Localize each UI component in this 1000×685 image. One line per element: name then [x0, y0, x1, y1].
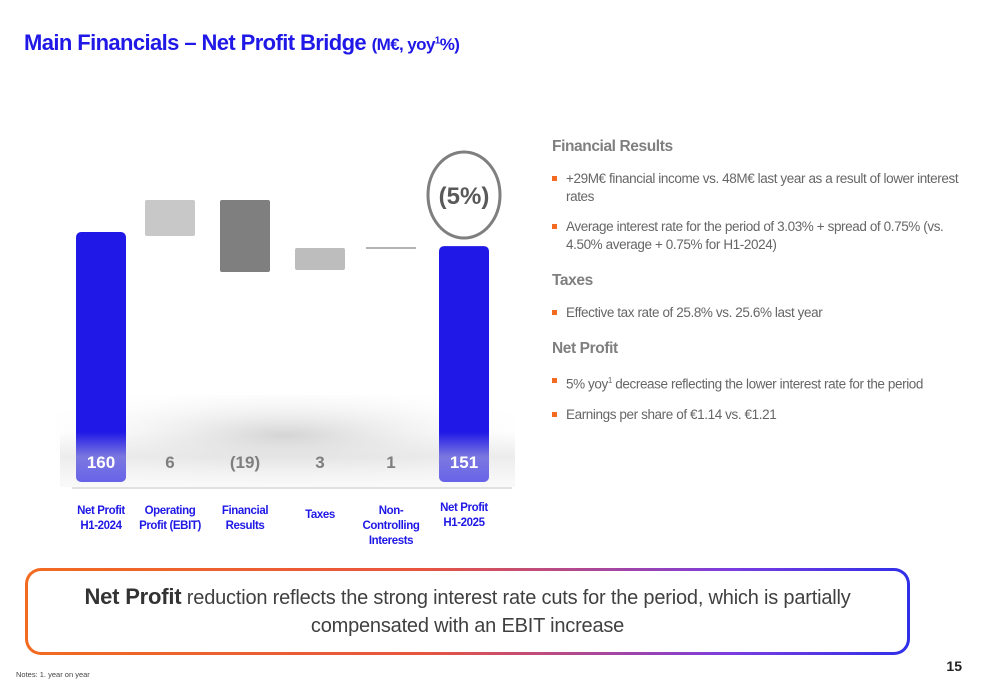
bar-net-profit-h1-2025 — [439, 246, 489, 482]
bullet-item: Average interest rate for the period of … — [552, 218, 972, 254]
bullet-item: 5% yoy1 decrease reflecting the lower in… — [552, 372, 972, 394]
category-label-net-profit-h1-2025: Net Profit H1-2025 — [440, 502, 488, 529]
yoy-change-label: (5%) — [439, 183, 490, 210]
page-title: Main Financials – Net Profit Bridge (M€,… — [24, 30, 460, 55]
commentary-panel: Financial Results +29M€ financial income … — [552, 138, 972, 436]
chart-label-band — [60, 432, 515, 487]
footnote: Notes: 1. year on year — [16, 670, 90, 679]
bar-net-profit-h1-2024 — [76, 232, 126, 482]
section-title-net-profit: Net Profit — [552, 340, 618, 357]
category-label-operating-profit-ebit: Operating Profit (EBIT) — [139, 505, 201, 532]
value-label-net-profit-h1-2024: 160 — [87, 453, 115, 472]
bar-operating-profit-ebit — [145, 200, 195, 236]
category-label-non-controlling-interests: Non-Controlling Interests — [363, 505, 420, 547]
value-label-operating-profit-ebit: 6 — [165, 453, 174, 472]
net-profit-bridge-chart: 160 6 (19) 3 1 151 Net Profit H1-2024 Operating… — [55, 150, 515, 547]
section-title-financial-results: Financial Results — [552, 138, 673, 155]
value-label-taxes: 3 — [315, 453, 324, 472]
bar-financial-results — [220, 200, 270, 272]
value-label-financial-results: (19) — [230, 453, 260, 472]
yoy-change-circle — [426, 150, 502, 240]
bullet-item: Earnings per share of €1.14 vs. €1.21 — [552, 406, 972, 424]
bullet-item: +29M€ financial income vs. 48M€ last yea… — [552, 170, 972, 206]
bullet-item: Effective tax rate of 25.8% vs. 25.6% la… — [552, 304, 972, 322]
key-message-text: Net Profit reduction reflects the strong… — [84, 584, 851, 637]
category-label-net-profit-h1-2024: Net Profit H1-2024 — [77, 505, 125, 532]
value-label-net-profit-h1-2025: 151 — [450, 453, 478, 472]
category-label-taxes: Taxes — [305, 509, 335, 521]
key-message-banner: Net Profit reduction reflects the strong… — [25, 568, 910, 655]
value-label-non-controlling-interests: 1 — [386, 453, 395, 472]
page-number: 15 — [946, 658, 962, 674]
category-label-financial-results: Financial Results — [222, 505, 268, 532]
bar-taxes — [295, 248, 345, 270]
section-title-taxes: Taxes — [552, 272, 593, 289]
